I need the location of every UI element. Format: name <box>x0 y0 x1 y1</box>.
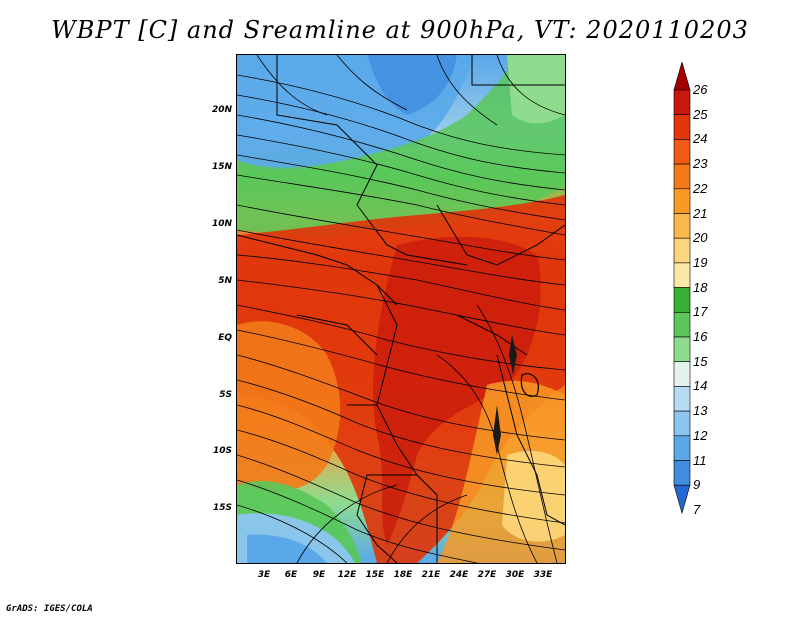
lat-label-20n: 20N <box>211 105 232 115</box>
colorbar-cell <box>673 139 691 165</box>
lat-label-10n: 10N <box>211 219 232 229</box>
colorbar-cells <box>673 62 691 515</box>
lon-label-18e: 18E <box>393 570 413 580</box>
wbpt-map <box>236 54 566 564</box>
colorbar-cell <box>673 287 691 313</box>
lat-label-5s: 5S <box>219 390 232 400</box>
mild-band <box>237 55 565 236</box>
colorbar-cell <box>673 435 691 461</box>
colorbar-cell <box>673 89 691 116</box>
colorbar-cell <box>673 484 691 515</box>
colorbar-cell <box>673 336 691 363</box>
country-borders <box>237 55 565 563</box>
footer-credit: GrADS: IGES/COLA <box>6 604 93 614</box>
warm-west <box>237 321 341 491</box>
colorbar-label: 16 <box>693 329 708 344</box>
cold-core-north <box>367 55 457 115</box>
lon-label-24e: 24E <box>449 570 469 580</box>
lat-label-15n: 15N <box>211 162 232 172</box>
colorbar-cell <box>673 361 691 387</box>
colorbar-label: 13 <box>693 403 708 419</box>
colorbar-cell <box>673 163 691 190</box>
colorbar-cell <box>673 237 691 264</box>
map-title: WBPT [C] and Sreamline at 900hPa, VT: 20… <box>51 16 749 44</box>
hot-core <box>373 236 541 545</box>
colorbar-label: 23 <box>693 156 708 172</box>
colorbar-cell <box>673 386 691 412</box>
lon-label-15e: 15E <box>365 570 385 580</box>
lat-label-15s: 15S <box>212 503 232 513</box>
colorbar-label: 25 <box>693 106 708 122</box>
colorbar-label: 12 <box>693 427 708 443</box>
colorbar-cell <box>673 114 691 140</box>
colorbar-label: 20 <box>693 230 708 246</box>
colorbar-label: 22 <box>693 180 708 196</box>
colorbar-cell <box>673 262 691 288</box>
colorbar-label: 14 <box>693 378 708 394</box>
colorbar <box>673 62 691 515</box>
streamlines <box>237 55 565 563</box>
colorbar-label: 7 <box>693 501 701 517</box>
lon-label-3e: 3E <box>257 570 271 580</box>
lon-label-9e: 9E <box>312 570 326 580</box>
lon-label-6e: 6E <box>284 570 298 580</box>
lon-label-30e: 30E <box>505 570 525 580</box>
mild-northeast <box>507 55 565 124</box>
wbpt-field-svg <box>237 55 565 563</box>
colorbar-label: 24 <box>693 131 708 147</box>
colorbar-label: 11 <box>693 452 707 468</box>
colorbar-cell <box>673 410 691 437</box>
colorbar-cell <box>673 213 691 239</box>
colorbar-label: 26 <box>693 82 708 97</box>
colorbar-label: 19 <box>693 254 708 270</box>
colorbar-label: 9 <box>693 477 701 493</box>
colorbar-label: 15 <box>693 353 708 369</box>
lon-label-12e: 12E <box>337 570 357 580</box>
colorbar-cell <box>673 188 691 214</box>
lon-label-21e: 21E <box>421 570 441 580</box>
colorbar-label: 18 <box>693 279 708 295</box>
lon-label-33e: 33E <box>533 570 553 580</box>
lat-label-5n: 5N <box>218 276 232 286</box>
colorbar-cell <box>673 312 691 338</box>
colorbar-cell <box>673 62 691 91</box>
lat-label-10s: 10S <box>212 446 232 456</box>
lat-label-eq: EQ <box>218 333 232 343</box>
colorbar-cell <box>673 460 691 486</box>
cold-southwest <box>247 534 327 563</box>
colorbar-label: 17 <box>693 304 708 320</box>
lon-label-27e: 27E <box>477 570 497 580</box>
great-lakes <box>493 335 539 455</box>
colorbar-label: 21 <box>693 205 708 221</box>
